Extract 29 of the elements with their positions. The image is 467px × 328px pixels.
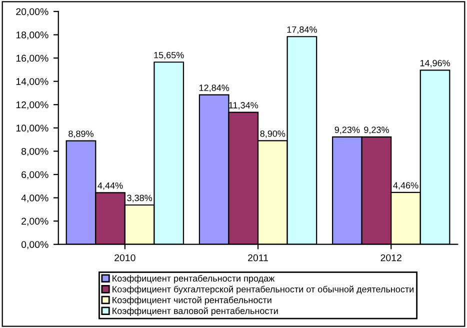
data-label: 8,90% <box>260 130 286 138</box>
data-label: 9,23% <box>334 126 360 134</box>
data-label: 3,38% <box>127 194 152 202</box>
data-label: 4,44% <box>98 182 123 190</box>
data-label: 17,84% <box>287 26 317 34</box>
data-label: 4,46% <box>393 182 418 190</box>
y-tick-label: 20,00% <box>16 8 48 16</box>
y-tick-label: 6,00% <box>22 171 48 180</box>
legend-label: Коэффициент бухгалтерской рентабельности от обычной деятельности <box>112 286 414 294</box>
data-label: 8,89% <box>68 130 94 138</box>
y-tick-label: 8,00% <box>22 148 48 156</box>
y-tick-label: 18,00% <box>16 32 48 40</box>
y-tick-label: 0,00% <box>21 241 48 250</box>
data-label: 14,96% <box>420 60 450 68</box>
y-tick-label: 4,00% <box>21 194 48 203</box>
data-label: 9,23% <box>364 126 389 134</box>
y-tick-label: 10,00% <box>16 124 48 133</box>
x-tick-label: 2011 <box>248 254 268 262</box>
legend-label: Коэффициент валовой рентабельности <box>112 307 278 316</box>
y-tick-label: 2,00% <box>22 218 48 226</box>
y-tick-label: 12,00% <box>16 101 48 110</box>
x-tick-label: 2010 <box>114 254 136 262</box>
y-tick-label: 14,00% <box>16 78 48 86</box>
x-tick-label: 2012 <box>380 254 402 262</box>
data-label: 15,65% <box>154 52 184 60</box>
legend-label: Коэффициент чистой рентабельности <box>112 296 272 306</box>
data-label: 12,84% <box>199 84 230 92</box>
y-tick-label: 16,00% <box>16 54 48 63</box>
legend-label: Коэффициент рентабельности продаж <box>112 274 275 284</box>
